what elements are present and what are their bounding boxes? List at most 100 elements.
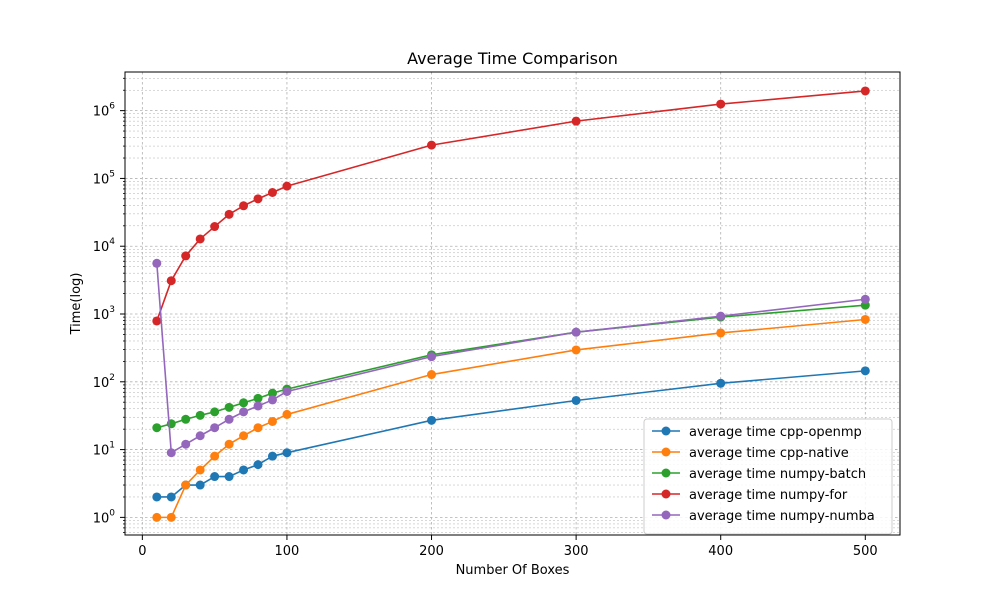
data-point xyxy=(210,451,220,461)
x-tick-label: 100 xyxy=(275,544,300,559)
data-point xyxy=(239,431,249,441)
series-4 xyxy=(152,86,870,326)
series-line xyxy=(156,90,866,322)
data-point xyxy=(239,201,249,211)
legend-swatch-marker xyxy=(661,489,671,499)
y-tick-label: 100 xyxy=(93,508,116,526)
data-point xyxy=(224,472,234,482)
data-point xyxy=(152,258,162,268)
data-point xyxy=(427,140,437,150)
legend-label: average time numpy-batch xyxy=(689,467,866,482)
legend-label: average time cpp-native xyxy=(689,446,849,461)
series-2 xyxy=(152,314,870,522)
data-point xyxy=(282,181,292,191)
legend-item: average time numpy-for xyxy=(652,488,848,503)
data-point xyxy=(282,409,292,419)
data-point xyxy=(195,234,205,244)
data-point xyxy=(210,407,220,417)
data-point xyxy=(571,116,581,126)
data-point xyxy=(860,294,870,304)
legend-swatch-marker xyxy=(661,426,671,436)
legend-item: average time cpp-openmp xyxy=(652,425,862,440)
data-point xyxy=(253,393,263,403)
data-point xyxy=(253,460,263,470)
y-tick-label: 102 xyxy=(93,373,115,391)
legend-swatch-marker xyxy=(661,468,671,478)
data-point xyxy=(195,465,205,475)
y-tick-label: 104 xyxy=(93,237,116,255)
data-point xyxy=(239,398,249,408)
data-point xyxy=(860,86,870,96)
y-tick-label: 103 xyxy=(93,305,115,323)
data-point xyxy=(224,414,234,424)
data-point xyxy=(181,480,191,490)
data-point xyxy=(253,401,263,411)
legend-label: average time numpy-numba xyxy=(689,509,875,524)
data-point xyxy=(267,188,277,198)
data-point xyxy=(253,423,263,433)
data-point xyxy=(210,472,220,482)
x-tick-label: 200 xyxy=(419,544,444,559)
legend: average time cpp-openmp average time cpp-… xyxy=(643,418,893,535)
legend-item: average time cpp-native xyxy=(652,446,849,461)
legend-label: average time cpp-openmp xyxy=(689,425,862,440)
data-point xyxy=(716,378,726,388)
legend-item: average time numpy-batch xyxy=(652,467,866,482)
chart-title: Average Time Comparison xyxy=(407,49,618,68)
data-point xyxy=(282,386,292,396)
data-point xyxy=(166,448,176,458)
data-point xyxy=(239,407,249,417)
data-point xyxy=(166,512,176,522)
data-point xyxy=(427,352,437,362)
plot-frame xyxy=(124,71,901,536)
data-point xyxy=(716,328,726,338)
y-tick-label: 106 xyxy=(93,102,116,120)
data-point xyxy=(224,402,234,412)
data-point xyxy=(427,415,437,425)
data-point xyxy=(282,448,292,458)
x-tick-label: 300 xyxy=(564,544,589,559)
data-point xyxy=(166,492,176,502)
data-point xyxy=(253,194,263,204)
x-axis: 0 100 200 300 400 500 xyxy=(138,535,878,559)
data-point xyxy=(571,345,581,355)
data-point xyxy=(152,316,162,326)
data-point xyxy=(571,327,581,337)
data-point xyxy=(267,395,277,405)
data-point xyxy=(224,209,234,219)
data-point xyxy=(860,314,870,324)
y-tick-label: 101 xyxy=(93,441,115,459)
data-point xyxy=(152,512,162,522)
data-point xyxy=(239,465,249,475)
data-point xyxy=(181,251,191,261)
data-point xyxy=(195,431,205,441)
legend-swatch-marker xyxy=(661,510,671,520)
data-point xyxy=(716,99,726,109)
data-point xyxy=(210,222,220,232)
x-tick-label: 500 xyxy=(853,544,878,559)
x-tick-label: 0 xyxy=(138,544,146,559)
y-axis: 100 101 102 103 104 105 106 xyxy=(93,77,125,533)
data-point xyxy=(195,410,205,420)
data-point xyxy=(267,416,277,426)
data-point xyxy=(267,388,277,398)
y-axis-label: Time(log) xyxy=(69,273,84,336)
y-tick-label: 105 xyxy=(93,169,115,187)
data-point xyxy=(571,395,581,405)
data-point xyxy=(181,414,191,424)
data-point xyxy=(210,423,220,433)
x-axis-label: Number Of Boxes xyxy=(456,563,570,578)
series-layer xyxy=(152,86,870,522)
series-5 xyxy=(152,258,870,458)
data-point xyxy=(224,439,234,449)
data-point xyxy=(166,276,176,286)
legend-item: average time numpy-numba xyxy=(652,509,875,524)
legend-swatch-marker xyxy=(661,447,671,457)
data-point xyxy=(195,480,205,490)
data-point xyxy=(860,366,870,376)
legend-label: average time numpy-for xyxy=(689,488,848,503)
data-point xyxy=(716,311,726,321)
data-point xyxy=(152,423,162,433)
